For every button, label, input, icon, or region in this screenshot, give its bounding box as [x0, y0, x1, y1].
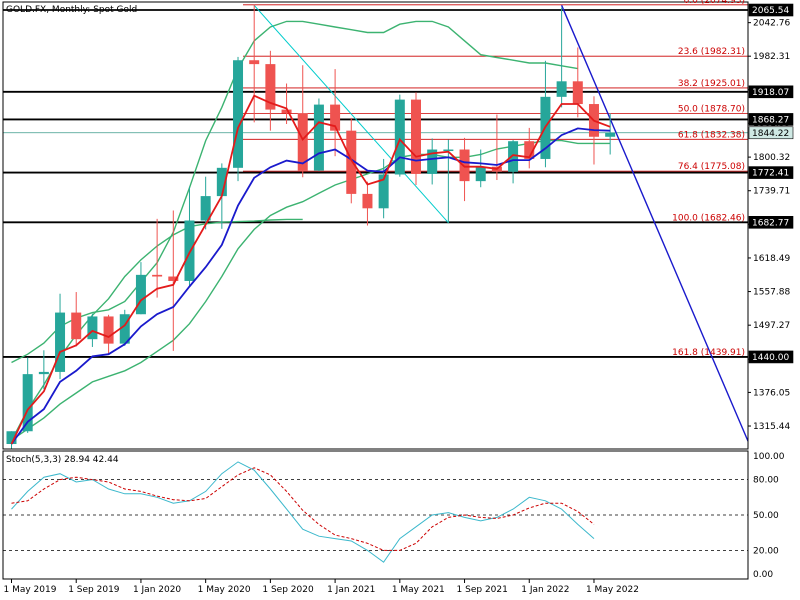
level-label: 1682.77 [752, 218, 789, 228]
candle-body [249, 60, 260, 65]
candle-body [233, 60, 244, 168]
candle-body [475, 166, 486, 182]
candle-body [394, 99, 405, 175]
main-frame [2, 1, 749, 450]
current-price-box [748, 126, 794, 140]
candle-body [184, 220, 195, 281]
panel-frames [2, 1, 749, 580]
candle-body [103, 316, 114, 344]
price-tick-label: 1315.44 [753, 422, 790, 432]
candle-body [524, 141, 535, 159]
candle-body [346, 130, 357, 194]
fib-label: 76.4 (1775.08) [678, 162, 745, 172]
price-tick-label: 1618.49 [753, 254, 790, 264]
candle-body [459, 149, 470, 182]
price-tick-label: 1557.88 [753, 288, 790, 298]
candle-body [152, 274, 163, 277]
fib-label: 50.0 (1878.70) [678, 105, 745, 115]
level-label: 1868.27 [752, 115, 789, 125]
fib-label: 100.0 (1682.46) [672, 213, 745, 223]
level-label: 1918.07 [752, 88, 789, 98]
ema-slow [10, 127, 611, 445]
candle-body [55, 312, 66, 372]
ema-fast [10, 94, 611, 445]
candle-body [427, 149, 438, 174]
level-label: 2065.54 [752, 6, 789, 16]
price-tick-label: 1497.27 [753, 321, 790, 331]
stochastic-panel [3, 461, 748, 563]
current-price-label: 1844.22 [752, 129, 789, 139]
candle-body [313, 104, 324, 171]
stoch-tick-label: 80.00 [753, 476, 779, 486]
stoch-frame [2, 450, 749, 580]
candle-body [216, 167, 227, 197]
stoch-tick-label: 20.00 [753, 546, 779, 556]
time-label: 1 May 2019 [4, 585, 57, 595]
candle-body [71, 312, 82, 340]
time-label: 1 May 2021 [392, 585, 445, 595]
candle-body [200, 196, 211, 221]
time-label: 1 Jan 2020 [133, 585, 181, 595]
stoch-tick-label: 0.00 [753, 570, 773, 580]
candle-body [119, 314, 130, 344]
trendline-cyan [253, 4, 449, 224]
fib-label: 38.2 (1925.01) [678, 79, 745, 89]
time-label: 1 Sep 2021 [457, 585, 508, 595]
fib-label: 0.0 (2074.93) [684, 0, 745, 6]
main-panel [3, 4, 748, 449]
level-label: 1440.00 [752, 353, 789, 363]
candle-body [6, 431, 17, 445]
candle-body [556, 81, 567, 97]
candle-body [572, 81, 583, 105]
stoch-title: Stoch(5,3,3) 28.94 42.44 [6, 455, 119, 465]
candle-body [38, 371, 49, 375]
candle-body [135, 274, 146, 315]
price-tick-label: 1376.05 [753, 388, 790, 398]
level-box [748, 166, 794, 179]
time-label: 1 Jan 2021 [327, 585, 375, 595]
candle-body [508, 141, 519, 172]
stoch-main-line [11, 461, 595, 563]
time-label: 1 Sep 2020 [262, 585, 314, 595]
price-tick-label: 1739.71 [753, 187, 790, 197]
level-box [748, 3, 794, 17]
fib-label: 23.6 (1982.31) [678, 47, 745, 57]
price-tick-label: 2042.76 [753, 19, 790, 29]
time-label: 1 Sep 2019 [68, 585, 120, 595]
time-label: 1 May 2022 [586, 585, 639, 595]
candle-body [605, 132, 616, 137]
candle-body [297, 113, 308, 171]
time-label: 1 Jan 2022 [521, 585, 569, 595]
level-label: 1772.41 [752, 169, 789, 179]
price-tick-label: 1800.32 [753, 153, 790, 163]
level-box [748, 216, 794, 229]
fib-label: 61.8 (1832.38) [678, 130, 745, 140]
candle-body [281, 109, 292, 114]
axis-labels: 0.0 (2074.93) 23.6 (1982.31) 38.2 (1925.01… [4, 0, 794, 595]
candle-body [330, 104, 341, 131]
candle-body [411, 99, 421, 174]
stoch-tick-label: 50.00 [753, 511, 779, 521]
candle-body [378, 174, 389, 209]
candle-body [22, 374, 33, 432]
candle-body [362, 193, 373, 209]
stoch-tick-label: 100.00 [753, 452, 785, 462]
stoch-signal-line [11, 467, 595, 551]
level-box [748, 85, 794, 99]
level-box [748, 350, 794, 364]
price-tick-label: 1982.31 [753, 52, 790, 62]
trendline-blue [560, 5, 748, 442]
time-label: 1 May 2020 [198, 585, 251, 595]
candle-body [265, 64, 276, 110]
chart-title: GOLD.FX, Monthly: Spot Gold [6, 5, 137, 15]
bollinger-upper [11, 20, 578, 364]
level-box [748, 113, 794, 126]
candle-body [443, 149, 454, 152]
candle-body [87, 316, 98, 340]
fib-label: 161.8 (1439.91) [672, 348, 745, 358]
candle-body [168, 276, 179, 281]
